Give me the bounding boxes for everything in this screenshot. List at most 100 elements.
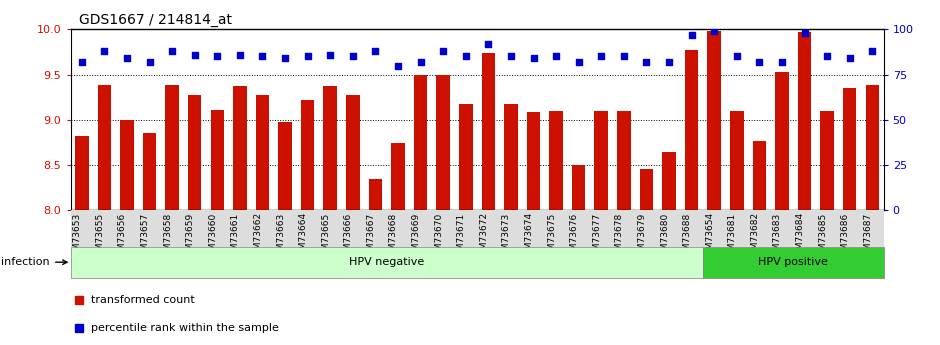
Point: [97, 48, 112, 54]
Point: [707, 28, 722, 34]
Point: [74, 59, 89, 65]
Point: [368, 48, 383, 54]
Point: [435, 48, 450, 54]
Text: GSM73681: GSM73681: [728, 212, 737, 262]
Bar: [436, 75, 450, 210]
Text: GSM73680: GSM73680: [660, 212, 669, 262]
Bar: [70, 247, 703, 278]
Text: GSM73661: GSM73661: [231, 212, 240, 262]
Text: GSM73678: GSM73678: [615, 212, 624, 262]
Point: [775, 59, 790, 65]
Point: [729, 54, 744, 59]
Text: GSM73668: GSM73668: [389, 212, 398, 262]
Bar: [639, 169, 653, 210]
Point: [164, 48, 180, 54]
Bar: [98, 86, 111, 210]
Point: [549, 54, 564, 59]
Text: GSM73665: GSM73665: [321, 212, 330, 262]
Point: [662, 59, 677, 65]
Text: GSM73670: GSM73670: [434, 212, 443, 262]
Bar: [459, 105, 473, 210]
Bar: [120, 120, 133, 210]
Bar: [143, 132, 156, 210]
Point: [300, 54, 315, 59]
Text: GSM73685: GSM73685: [818, 212, 827, 262]
Point: [842, 56, 857, 61]
Point: [322, 52, 337, 57]
Bar: [663, 151, 676, 210]
Bar: [594, 111, 608, 210]
Bar: [414, 75, 428, 210]
Bar: [776, 72, 789, 210]
Bar: [708, 31, 721, 210]
Point: [639, 59, 654, 65]
Text: GSM73675: GSM73675: [547, 212, 556, 262]
Bar: [798, 32, 811, 210]
Bar: [278, 122, 291, 210]
Text: GSM73657: GSM73657: [141, 212, 149, 262]
Point: [255, 54, 270, 59]
Bar: [188, 96, 201, 210]
Bar: [821, 111, 834, 210]
Bar: [866, 86, 879, 210]
Point: [210, 54, 225, 59]
Text: GSM73660: GSM73660: [209, 212, 217, 262]
Point: [390, 63, 405, 68]
Point: [142, 59, 157, 65]
Bar: [233, 86, 246, 210]
Text: GSM73672: GSM73672: [479, 212, 489, 262]
Text: GSM73682: GSM73682: [750, 212, 760, 262]
Bar: [504, 105, 518, 210]
Text: GSM73667: GSM73667: [367, 212, 375, 262]
Bar: [685, 50, 698, 210]
Bar: [617, 111, 631, 210]
Text: GDS1667 / 214814_at: GDS1667 / 214814_at: [79, 13, 231, 27]
Bar: [323, 86, 337, 210]
Point: [526, 56, 541, 61]
Text: GSM73674: GSM73674: [525, 212, 534, 262]
Bar: [526, 112, 540, 210]
Text: GSM73663: GSM73663: [276, 212, 285, 262]
Text: GSM73684: GSM73684: [795, 212, 805, 262]
Bar: [843, 88, 856, 210]
Point: [865, 48, 880, 54]
Bar: [256, 96, 269, 210]
Bar: [391, 142, 405, 210]
Point: [277, 56, 292, 61]
Text: GSM73686: GSM73686: [840, 212, 850, 262]
Text: GSM73677: GSM73677: [592, 212, 602, 262]
Bar: [368, 179, 383, 210]
Text: GSM73655: GSM73655: [95, 212, 104, 262]
Point: [232, 52, 247, 57]
Text: GSM73688: GSM73688: [682, 212, 692, 262]
Bar: [730, 111, 744, 210]
Text: infection: infection: [2, 257, 67, 267]
Text: GSM73683: GSM73683: [773, 212, 782, 262]
Text: GSM73673: GSM73673: [502, 212, 511, 262]
Point: [752, 59, 767, 65]
Text: GSM73664: GSM73664: [299, 212, 307, 262]
Point: [187, 52, 202, 57]
Text: percentile rank within the sample: percentile rank within the sample: [91, 323, 278, 333]
Bar: [211, 110, 224, 210]
Point: [797, 30, 812, 36]
Text: GSM73653: GSM73653: [72, 212, 82, 262]
Point: [820, 54, 835, 59]
Text: GSM73666: GSM73666: [344, 212, 352, 262]
Bar: [572, 165, 586, 210]
Point: [413, 59, 428, 65]
Point: [458, 54, 473, 59]
Point: [119, 56, 134, 61]
Text: GSM73662: GSM73662: [254, 212, 262, 262]
Text: GSM73656: GSM73656: [118, 212, 127, 262]
Point: [481, 41, 496, 47]
Bar: [346, 96, 360, 210]
Text: GSM73676: GSM73676: [570, 212, 579, 262]
Bar: [75, 136, 88, 210]
Bar: [549, 111, 563, 210]
Bar: [703, 247, 884, 278]
Bar: [753, 141, 766, 210]
Text: GSM73671: GSM73671: [457, 212, 465, 262]
Text: GSM73669: GSM73669: [412, 212, 420, 262]
Text: GSM73658: GSM73658: [164, 212, 172, 262]
